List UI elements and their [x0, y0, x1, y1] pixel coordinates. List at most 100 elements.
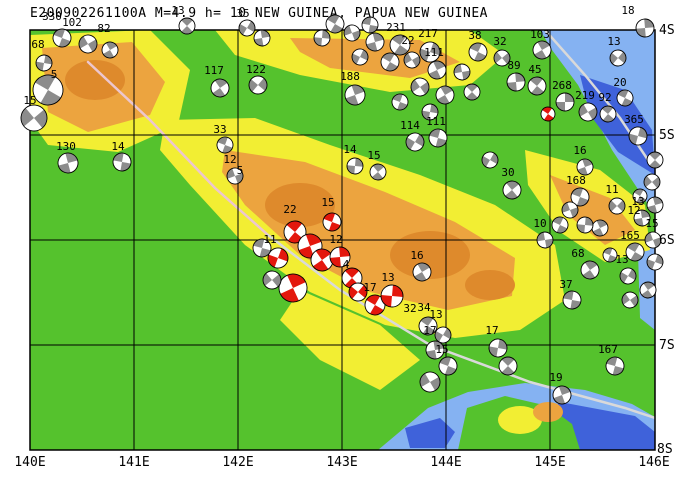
focal-mechanism-gray: [380, 52, 400, 72]
focal-mechanism-gray: [361, 16, 379, 34]
peninsula-mountain: [533, 402, 563, 422]
focal-mechanism-gray: [419, 371, 441, 393]
focal-mechanism-gray: [488, 338, 508, 358]
focal-mechanism-gray: [343, 24, 361, 42]
event-count-label: 10: [533, 217, 546, 230]
focal-mechanism-gray: [419, 41, 441, 63]
event-count-label: 102: [62, 16, 82, 29]
focal-mechanism-gray: [101, 41, 119, 59]
focal-mechanism-gray: [527, 76, 547, 96]
event-count-label: 130: [56, 140, 76, 153]
peak-nw: [65, 60, 125, 100]
focal-mechanism-gray: [561, 201, 579, 219]
lon-label-144e: 144E: [430, 455, 461, 470]
focal-mechanism-gray: [536, 231, 554, 249]
peak-central-3: [465, 270, 515, 300]
focal-mechanism-gray: [428, 128, 448, 148]
event-count-label: 12: [223, 153, 236, 166]
ocean-bay: [405, 418, 455, 448]
focal-mechanism-gray: [551, 216, 569, 234]
focal-mechanism-red: [278, 273, 308, 303]
event-count-label: 117: [204, 64, 224, 77]
focal-mechanism-gray: [412, 262, 432, 282]
peak-central-2: [390, 231, 470, 279]
event-count-label: 82: [97, 22, 110, 35]
event-count-label: 22: [401, 34, 414, 47]
focal-mechanism-gray: [635, 18, 655, 38]
focal-mechanism-gray: [421, 103, 439, 121]
event-count-label: 111: [424, 46, 444, 59]
event-count-label: 13: [631, 195, 644, 208]
axis-labels: 140E 141E 142E 143E 144E 145E 146E 4S 5S…: [14, 23, 674, 470]
focal-mechanism-gray: [555, 92, 575, 112]
lat-label-7s: 7S: [659, 338, 675, 353]
event-label-layer: 330 102 82 68 5 15 130 14 13 35 18 117 122 33 188 231 21…: [23, 4, 658, 384]
event-count-label: 38: [468, 29, 481, 42]
focal-mechanism-gray: [389, 34, 411, 56]
focal-mechanism-gray: [216, 136, 234, 154]
lon-label-140e: 140E: [14, 455, 45, 470]
focal-mechanism-gray: [365, 32, 385, 52]
lat-label-6s: 6S: [659, 233, 675, 248]
fault-trace-nw: [86, 60, 270, 237]
focal-mechanism-red: [364, 294, 386, 316]
event-count-label: 13: [429, 308, 442, 321]
event-count-label: 13: [381, 271, 394, 284]
focal-mechanism-gray: [226, 167, 244, 185]
focal-mechanism-gray: [646, 151, 664, 169]
focal-mechanism-gray: [602, 247, 618, 263]
focal-mechanism-gray: [643, 173, 661, 191]
focal-mechanism-red: [540, 106, 556, 122]
focal-mechanism-gray: [562, 290, 582, 310]
focal-mechanism-gray: [576, 216, 594, 234]
event-count-label: 15: [367, 149, 380, 162]
focal-mechanism-gray: [252, 238, 272, 258]
focal-mechanism-gray: [32, 74, 64, 106]
event-count-label: 15: [645, 217, 658, 230]
focal-mechanism-gray: [20, 104, 48, 132]
focal-mechanism-gray: [427, 60, 447, 80]
event-count-label: 122: [246, 63, 266, 76]
focal-mechanism-gray: [57, 152, 79, 174]
focal-mechanism-gray: [210, 78, 230, 98]
focal-mechanism-gray: [52, 28, 72, 48]
focal-mechanism-gray: [621, 291, 639, 309]
focal-mechanism-gray: [578, 102, 598, 122]
focal-mechanism-gray: [481, 151, 499, 169]
focal-mechanism-gray: [112, 152, 132, 172]
focal-mechanism-red: [283, 220, 307, 244]
focal-mechanism-gray: [619, 267, 637, 285]
focal-mechanism-gray: [591, 219, 609, 237]
event-count-label: 12: [329, 233, 342, 246]
event-count-label: 45: [528, 63, 541, 76]
event-count-label: 92: [598, 91, 611, 104]
event-count-label: 15: [321, 196, 334, 209]
mountains-huon: [550, 175, 635, 245]
map-title: E200902261100A M=4.9 h= 10 NEW GUINEA, P…: [30, 6, 488, 21]
event-count-label: 30: [501, 166, 514, 179]
focal-mechanism-gray: [646, 253, 664, 271]
ocean-northeast-deep: [580, 75, 655, 175]
event-count-label: 68: [571, 247, 584, 260]
event-count-label: 15: [435, 343, 448, 356]
focal-mechanism-gray: [325, 14, 345, 34]
focal-mechanism-gray: [646, 196, 664, 214]
focal-mechanism-gray: [453, 63, 471, 81]
event-count-label: 35: [236, 7, 249, 20]
focal-mechanism-gray: [78, 34, 98, 54]
event-count-label: 37: [559, 278, 572, 291]
focal-mechanism-gray: [633, 209, 651, 227]
event-count-label: 14: [343, 143, 357, 156]
event-count-label: 32: [403, 302, 416, 315]
event-count-label: 11: [605, 183, 618, 196]
event-count-label: 167: [598, 343, 618, 356]
event-count-label: 34: [417, 301, 431, 314]
focal-mechanism-gray: [632, 188, 648, 204]
lon-label-142e: 142E: [222, 455, 253, 470]
event-count-label: 5: [237, 164, 244, 177]
focal-mechanism-gray: [639, 281, 657, 299]
focal-mechanism-gray: [532, 40, 552, 60]
lon-label-145e: 145E: [534, 455, 565, 470]
focal-mechanism-gray: [351, 48, 369, 66]
event-count-label: 32: [493, 35, 506, 48]
